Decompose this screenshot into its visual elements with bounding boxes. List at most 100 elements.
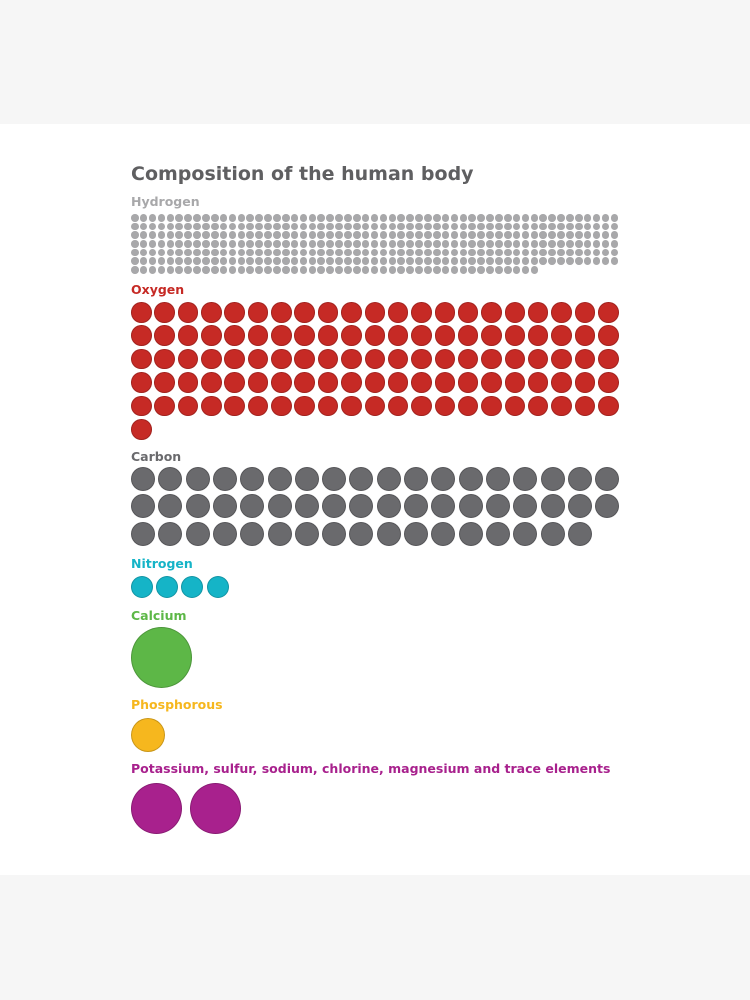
dot-hydrogen — [361, 265, 370, 274]
dot-hydrogen — [202, 214, 210, 222]
dot-hydrogen — [539, 222, 548, 231]
dot-hydrogen — [566, 257, 574, 265]
dot-hydrogen — [264, 214, 272, 222]
dot-hydrogen — [353, 214, 361, 222]
dot-oxygen — [247, 302, 269, 323]
dot-hydrogen — [308, 248, 317, 257]
dot-hydrogen — [601, 239, 610, 248]
dot-hydrogen — [503, 214, 512, 222]
dot-oxygen — [574, 372, 596, 393]
dot-hydrogen — [335, 222, 343, 231]
dot-oxygen — [154, 325, 175, 346]
dot-hydrogen — [157, 231, 166, 239]
dot-carbon — [458, 494, 483, 519]
dot-hydrogen — [264, 222, 272, 231]
dot-hydrogen — [432, 265, 441, 274]
dot-oxygen — [247, 325, 269, 346]
dot-nitrogen — [181, 576, 204, 598]
dot-hydrogen — [281, 257, 290, 265]
dot-hydrogen — [290, 231, 299, 239]
dot-oxygen — [341, 372, 362, 393]
dot-carbon — [431, 521, 456, 546]
dot-oxygen — [598, 348, 619, 370]
dot-hydrogen — [175, 214, 183, 222]
dot-hydrogen — [148, 231, 157, 239]
dot-hydrogen — [219, 239, 228, 248]
dot-hydrogen — [512, 214, 521, 222]
dot-hydrogen — [139, 265, 148, 274]
dot-hydrogen — [424, 214, 432, 222]
dot-oxygen — [504, 302, 526, 323]
dot-hydrogen — [610, 248, 619, 257]
dot-oxygen — [504, 348, 526, 370]
dot-hydrogen — [308, 257, 317, 265]
dot-carbon — [240, 494, 265, 519]
dot-hydrogen — [353, 239, 361, 248]
dot-oxygen — [481, 325, 502, 346]
dot-hydrogen — [539, 257, 548, 265]
dot-hydrogen — [557, 222, 565, 231]
dot-hydrogen — [281, 265, 290, 274]
dot-oxygen — [201, 302, 222, 323]
dot-hydrogen — [477, 222, 485, 231]
dot-oxygen — [504, 325, 526, 346]
dot-hydrogen — [610, 257, 619, 265]
dot-hydrogen — [468, 239, 477, 248]
dot-hydrogen — [512, 248, 521, 257]
dot-hydrogen — [361, 231, 370, 239]
dot-hydrogen — [246, 239, 255, 248]
dot-carbon — [595, 467, 620, 491]
dot-hydrogen — [512, 222, 521, 231]
dot-hydrogen — [557, 248, 565, 257]
dot-hydrogen — [450, 265, 459, 274]
dot-hydrogen — [219, 214, 228, 222]
dot-hydrogen — [441, 257, 450, 265]
dot-hydrogen — [193, 231, 201, 239]
dot-hydrogen — [610, 239, 619, 248]
dot-hydrogen — [193, 248, 201, 257]
dot-hydrogen — [175, 265, 183, 274]
dot-hydrogen — [530, 248, 539, 257]
dot-carbon — [540, 467, 565, 491]
dot-hydrogen — [131, 265, 139, 274]
dot-hydrogen — [424, 265, 432, 274]
dot-hydrogen — [601, 248, 610, 257]
dot-hydrogen — [370, 248, 379, 257]
dot-hydrogen — [175, 222, 183, 231]
dot-hydrogen — [530, 231, 539, 239]
dot-hydrogen — [184, 231, 192, 239]
dot-oxygen — [154, 302, 175, 323]
dot-hydrogen — [157, 257, 166, 265]
dot-hydrogen — [255, 257, 263, 265]
dot-hydrogen — [202, 257, 210, 265]
dot-oxygen — [177, 348, 199, 370]
dot-hydrogen — [610, 222, 619, 231]
dot-hydrogen — [184, 239, 192, 248]
dot-hydrogen — [175, 257, 183, 265]
dot-oxygen — [177, 372, 199, 393]
dot-hydrogen — [335, 214, 343, 222]
label-hydrogen: Hydrogen — [131, 194, 200, 209]
dot-oxygen — [457, 348, 479, 370]
dot-oxygen — [387, 325, 409, 346]
dot-hydrogen — [344, 248, 352, 257]
dot-hydrogen — [237, 239, 246, 248]
dot-hydrogen — [388, 239, 397, 248]
dot-hydrogen — [575, 231, 583, 239]
dot-hydrogen — [397, 257, 405, 265]
dot-hydrogen — [246, 231, 255, 239]
dot-carbon — [540, 521, 565, 546]
dot-hydrogen — [601, 214, 610, 222]
dot-hydrogen — [326, 231, 334, 239]
dot-hydrogen — [503, 231, 512, 239]
dot-hydrogen — [548, 214, 556, 222]
dot-hydrogen — [210, 214, 219, 222]
dot-carbon — [404, 521, 428, 546]
dot-hydrogen — [415, 214, 423, 222]
dot-hydrogen — [388, 265, 397, 274]
dot-oxygen — [271, 348, 292, 370]
dot-carbon — [131, 521, 155, 546]
dot-oxygen — [317, 325, 339, 346]
dot-hydrogen — [131, 257, 139, 265]
dot-hydrogen — [281, 214, 290, 222]
